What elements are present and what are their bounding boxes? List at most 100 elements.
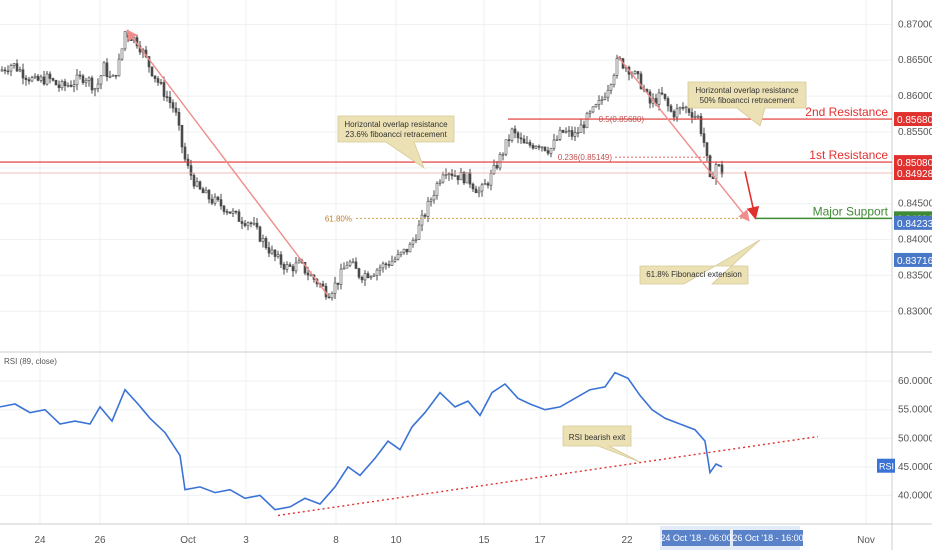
candle-body [288,264,292,267]
candle-body [333,282,337,294]
candle-body [528,142,532,146]
candle-body [414,239,418,241]
candle-body [306,272,310,276]
candle-body [348,261,352,266]
price-tag-extra: 0.84233 [897,219,932,230]
candle-body [390,260,394,266]
candle-body [477,190,481,194]
candle-body [240,221,244,224]
rsi-pane: RSI (89, close) RSI bearish exit [0,357,819,517]
candle-body [81,75,85,83]
candle-body [684,106,688,109]
candle-body [375,269,379,276]
candle-body [96,83,100,89]
candle-body [102,62,106,77]
candle-body [690,112,694,118]
candle-body [420,214,424,226]
candle-body [291,266,295,272]
candle-body [450,173,454,176]
candle-body [309,274,313,277]
candle-body [150,66,154,77]
candle-body [111,74,115,77]
candle-body [30,77,34,82]
candle-body [597,100,601,105]
candle-body [534,145,538,149]
candle-body [603,96,607,100]
candle-body [708,155,712,178]
candle-body [201,188,205,194]
candle-body [165,96,169,98]
candle-body [615,58,619,76]
candle-body [192,175,196,187]
candle-body [279,254,283,265]
candle-body [417,224,421,240]
candle-body [699,115,703,134]
x-tick-label: 15 [478,535,490,546]
candle-body [384,263,388,266]
candle-body [174,107,178,113]
candle-body [402,248,406,253]
price-tick-label: 0.85500 [898,127,932,138]
target-arrow [744,171,760,220]
candle-body [489,173,493,186]
callout-236-text: Horizontal overlap resistance [344,120,448,129]
candle-body [543,146,547,151]
candle-body [345,264,349,269]
candle-body [255,222,259,228]
candle-body [498,154,502,169]
candle-body [558,129,562,140]
candle-body [351,261,355,264]
candle-body [54,79,58,86]
candle-body [162,82,166,97]
candle-body [216,196,220,200]
candle-body [537,145,541,148]
candle-body [276,254,280,257]
candle-body [720,164,724,175]
candle-body [513,128,517,134]
candle-body [396,253,400,260]
x-tick-label: 3 [243,535,249,546]
candle-body [114,74,118,77]
candle-body [285,264,289,270]
rsi-title: RSI (89, close) [4,357,57,366]
candle-body [495,165,499,169]
price-tag-r1: 0.85080 [897,158,932,169]
candle-body [657,92,661,105]
candle-body [387,264,391,266]
candle-body [516,132,520,139]
candle-body [474,188,478,194]
candle-body [147,56,151,68]
candle-body [21,69,25,79]
candle-body [270,249,274,254]
candle-body [246,222,250,226]
rsi-callout-box [562,425,641,463]
candle-body [180,125,184,148]
candle-body [573,132,577,137]
fib-618-label: 61.80% [325,214,352,223]
candle-body [444,174,448,177]
candle-body [273,249,277,257]
candle-body [456,175,460,181]
candle-body [429,199,433,202]
x-tick-label: Nov [857,535,875,546]
candle-body [15,63,19,72]
candle-body [267,247,271,254]
candle-body [336,282,340,285]
candle-body [45,73,49,85]
candle-body [3,69,7,72]
candle-body [669,105,673,112]
candle-body [696,115,700,118]
candle-body [480,184,484,192]
candle-body [222,205,226,212]
candle-body [330,293,334,299]
candle-body [27,79,31,82]
candle-body [561,129,565,133]
candle-body [681,107,685,109]
candle-body [492,165,496,174]
x-tick-label: 24 [34,535,46,546]
candle-body [567,130,571,132]
price-tag-r2-bg [894,112,932,127]
candle-body [600,98,604,101]
candle-body [717,164,721,166]
